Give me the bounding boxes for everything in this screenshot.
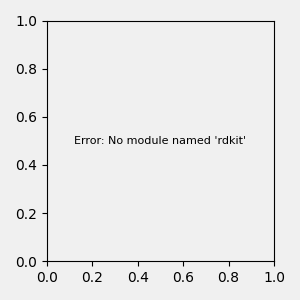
Text: Error: No module named 'rdkit': Error: No module named 'rdkit': [74, 136, 246, 146]
